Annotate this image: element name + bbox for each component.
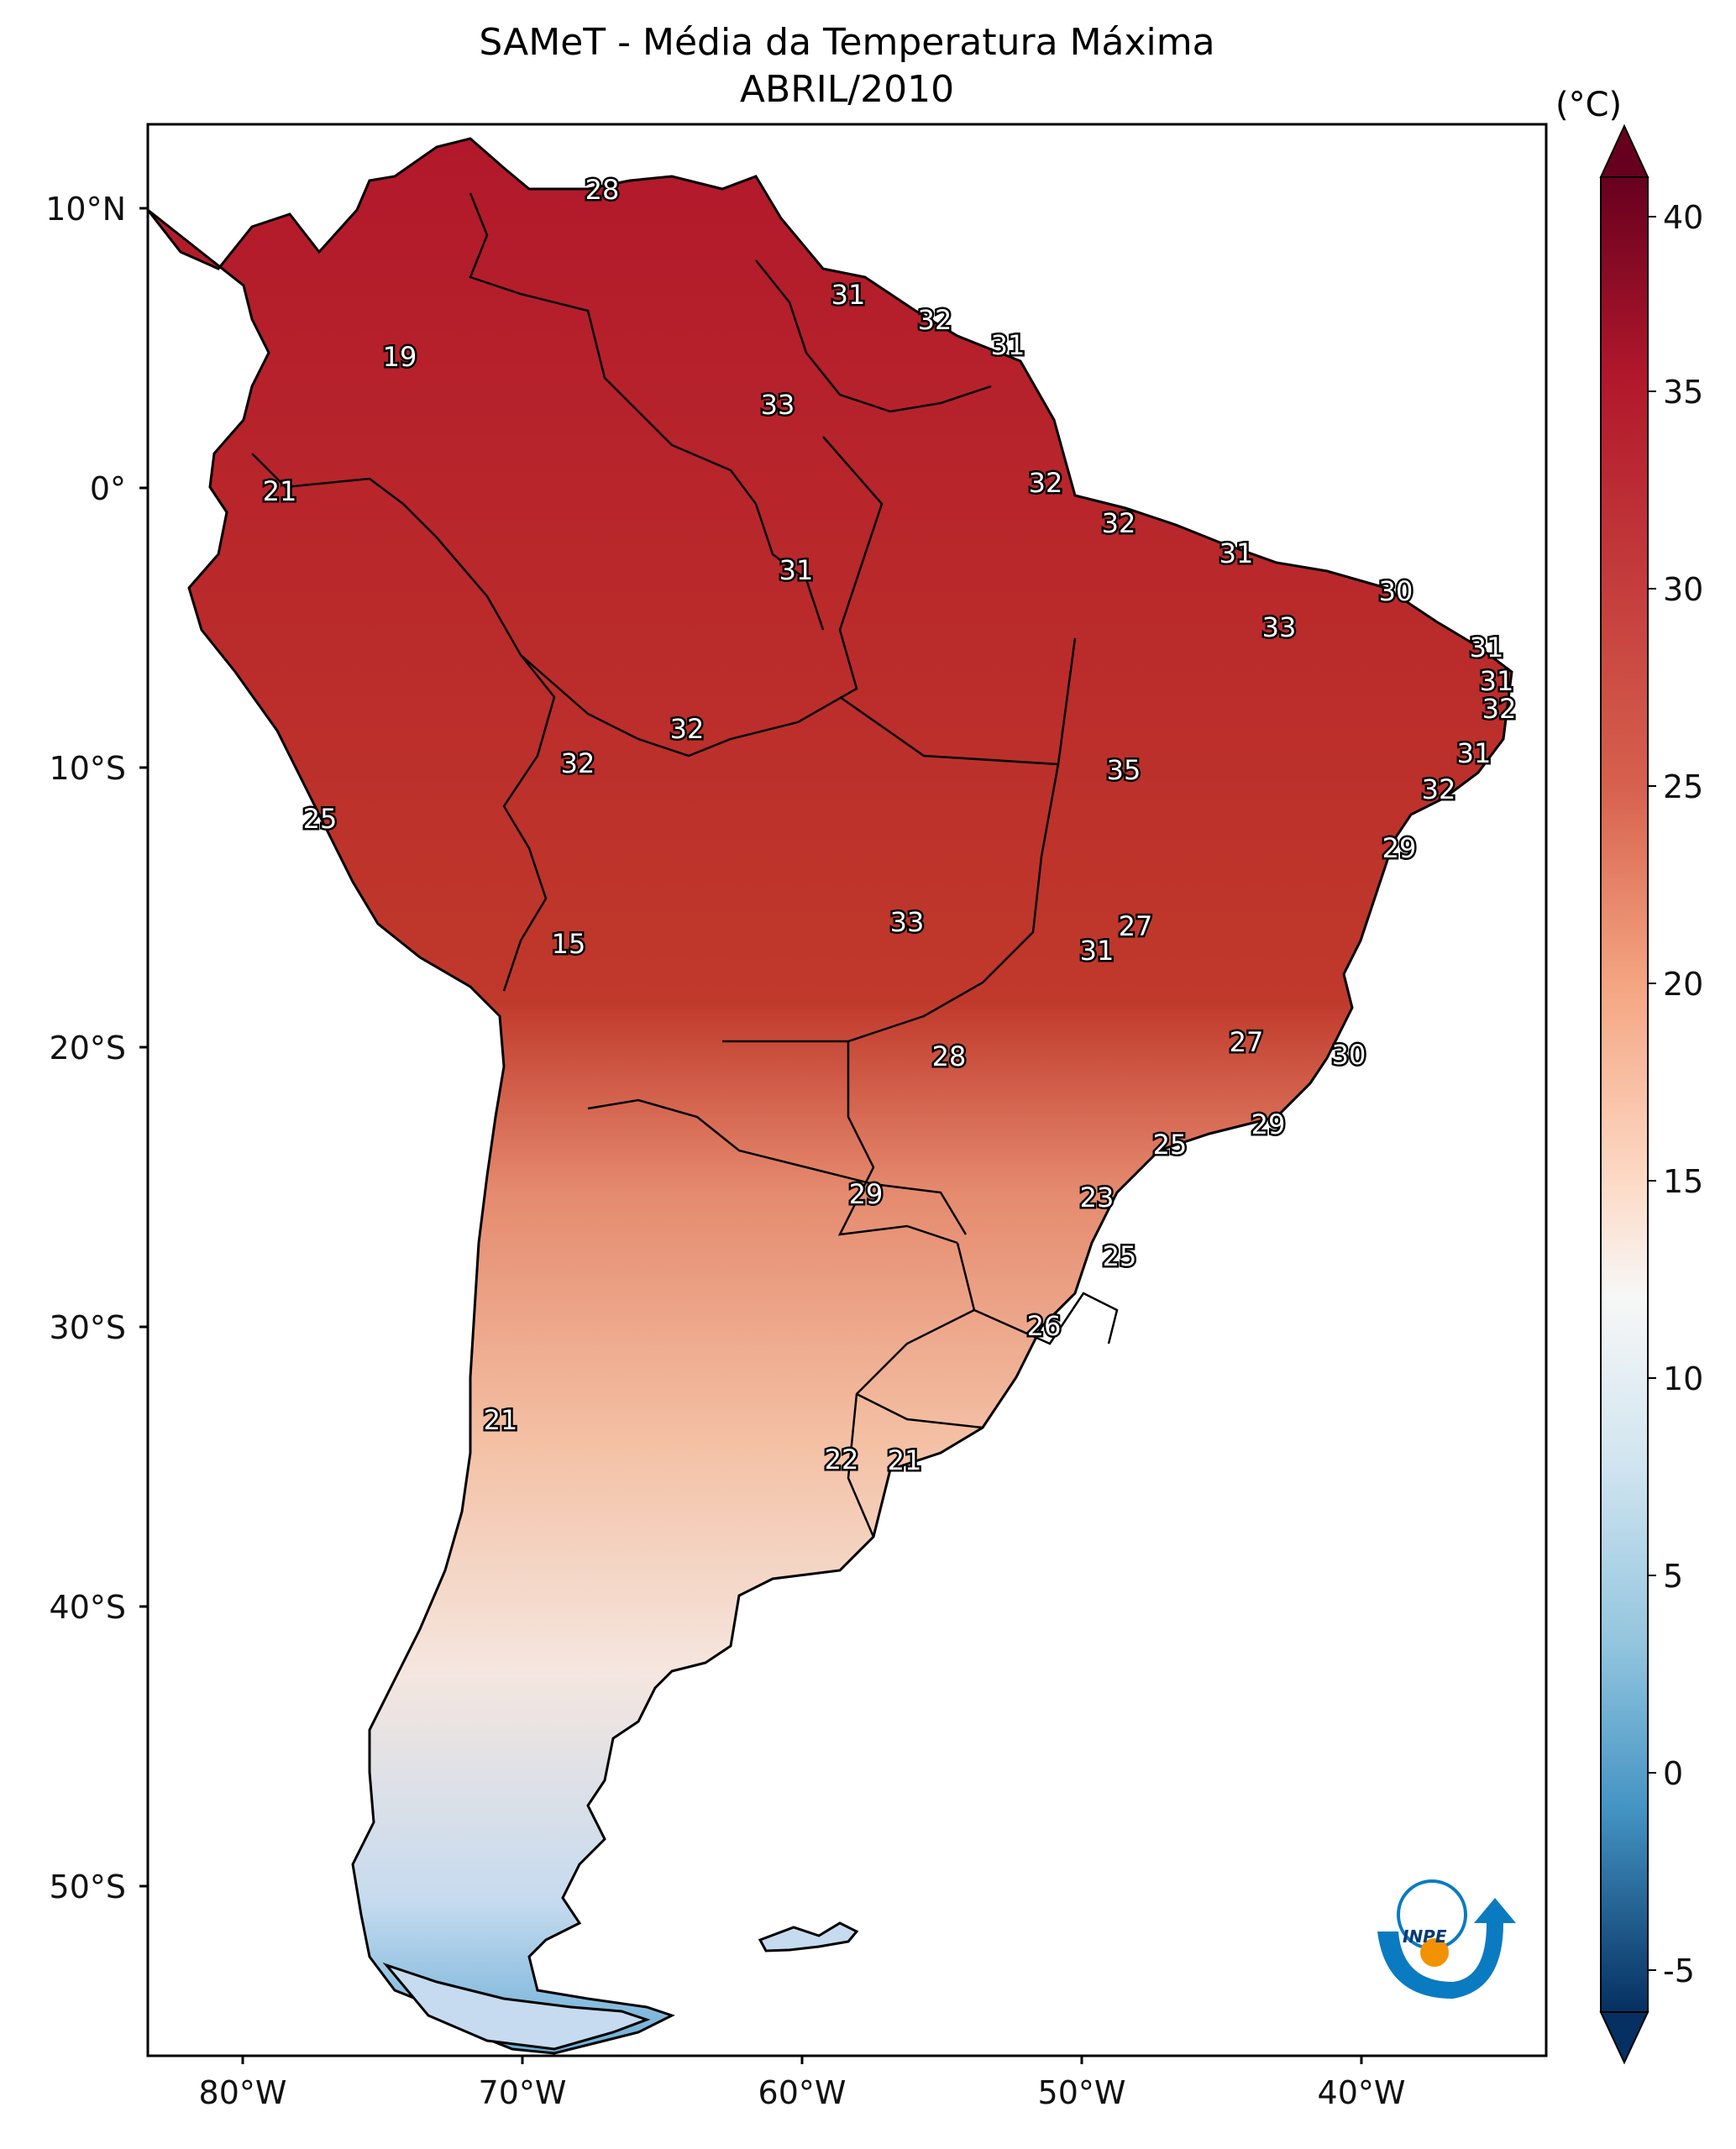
- lat-tick: 20°S: [50, 1030, 126, 1067]
- lon-tick: 60°W: [758, 2074, 847, 2111]
- lon-tick: 80°W: [199, 2074, 287, 2111]
- contour-label: 28: [932, 1040, 967, 1072]
- contour-label: 33: [890, 906, 925, 938]
- colorbar-tick: 5: [1663, 1558, 1683, 1595]
- contour-label: 30: [1332, 1039, 1366, 1071]
- contour-label: 29: [849, 1178, 884, 1210]
- contour-label: 21: [263, 475, 297, 507]
- axis-ticks: [139, 207, 1363, 2064]
- contour-label: 19: [383, 341, 417, 373]
- lat-tick: 0°: [90, 470, 126, 507]
- contour-label: 31: [831, 279, 866, 311]
- contour-label: 31: [1080, 935, 1115, 967]
- contour-label: 31: [1480, 665, 1514, 697]
- lon-tick: 40°W: [1318, 2074, 1406, 2111]
- contour-label: 22: [825, 1444, 859, 1475]
- colorbar-tick: 40: [1663, 199, 1703, 236]
- colorbar-tick: 15: [1663, 1163, 1703, 1200]
- contour-label: 31: [1219, 537, 1254, 569]
- tierra-del-fuego: [382, 1962, 651, 2051]
- colorbar-tick: 35: [1663, 374, 1703, 411]
- colorbar: 40 35 30 25 20 15 10 5 0 -5: [1599, 123, 1703, 2065]
- lat-tick: 10°N: [45, 191, 126, 228]
- contour-label: 23: [1080, 1182, 1115, 1213]
- contour-label: 27: [1230, 1026, 1264, 1058]
- contour-label: 27: [1119, 910, 1153, 942]
- inpe-logo-text: INPE: [1403, 1926, 1447, 1947]
- contour-label: 32: [1482, 693, 1517, 725]
- contour-label: 35: [1107, 754, 1141, 786]
- contour-label: 21: [888, 1444, 922, 1476]
- contour-label: 33: [761, 389, 795, 421]
- contour-label: 31: [991, 329, 1025, 361]
- contour-labels: 28 19 21 31 32 31 33 32 32 31 31 30 33 3…: [260, 172, 1518, 1479]
- contour-label: 25: [1103, 1240, 1137, 1272]
- colorbar-tick: 0: [1663, 1755, 1683, 1792]
- contour-label: 25: [1153, 1129, 1188, 1161]
- contour-label: 15: [552, 928, 586, 960]
- contour-label: 29: [1251, 1109, 1286, 1140]
- lat-tick: 30°S: [50, 1309, 126, 1346]
- contour-label: 28: [585, 174, 620, 206]
- contour-label: 32: [1102, 507, 1136, 539]
- contour-label: 32: [670, 713, 705, 745]
- contour-label: 31: [1457, 737, 1492, 769]
- country-borders: [251, 192, 1119, 1538]
- contour-label: 32: [1029, 467, 1063, 499]
- lon-tick: 50°W: [1038, 2074, 1126, 2111]
- contour-label: 31: [779, 554, 814, 586]
- colorbar-tick: -5: [1663, 1952, 1695, 1989]
- contour-label: 30: [1379, 575, 1413, 607]
- map-title: SAMeT - Média da Temperatura Máxima: [479, 21, 1215, 64]
- lon-tick: 70°W: [479, 2074, 567, 2111]
- falkland-islands: [758, 1921, 859, 1952]
- contour-label: 32: [561, 747, 595, 779]
- contour-label: 29: [1382, 832, 1417, 864]
- inpe-logo: INPE: [1377, 1879, 1516, 1999]
- colorbar-unit: (°C): [1555, 86, 1623, 124]
- contour-label: 33: [1262, 611, 1297, 643]
- lat-tick: 10°S: [50, 750, 126, 787]
- map-subtitle: ABRIL/2010: [739, 68, 955, 111]
- colorbar-tick: 30: [1663, 571, 1703, 608]
- lat-tick: 50°S: [50, 1869, 126, 1905]
- contour-label: 26: [1027, 1310, 1062, 1342]
- lat-tick: 40°S: [50, 1589, 126, 1626]
- contour-label: 31: [1470, 632, 1504, 663]
- colorbar-tick: 20: [1663, 966, 1703, 1003]
- contour-label: 25: [303, 803, 338, 835]
- contour-label: 32: [918, 304, 952, 336]
- colorbar-tick: 10: [1663, 1360, 1703, 1397]
- contour-label: 32: [1422, 773, 1456, 805]
- south-america-landmass: [146, 137, 1513, 2055]
- colorbar-tick: 25: [1663, 768, 1703, 805]
- contour-label: 21: [484, 1404, 518, 1436]
